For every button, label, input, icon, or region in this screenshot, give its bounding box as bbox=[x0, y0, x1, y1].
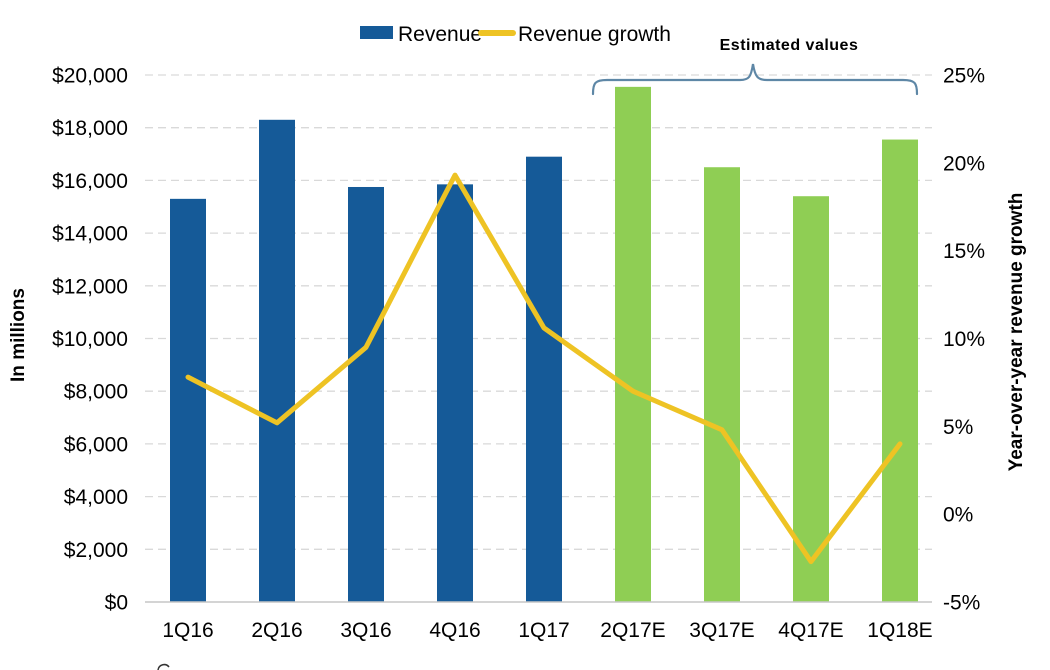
x-axis-label-3Q17E: 3Q17E bbox=[689, 619, 754, 642]
revenue-growth-polyline bbox=[185, 172, 903, 565]
right-axis-tick-labels: 25% 20% 15% 10% 5% 0% -5% bbox=[943, 65, 985, 615]
revenue-bars bbox=[170, 86, 918, 603]
revenue-bar-3Q17E bbox=[704, 167, 740, 602]
legend-revenue-label: Revenue bbox=[398, 23, 482, 46]
estimated-values-annotation: Estimated values bbox=[591, 37, 919, 96]
left-tick-label: $6,000 bbox=[64, 433, 128, 456]
left-tick-label: $14,000 bbox=[52, 223, 128, 246]
legend: Revenue Revenue growth bbox=[360, 23, 671, 46]
left-tick-label: $0 bbox=[105, 592, 128, 615]
left-tick-label: $18,000 bbox=[52, 117, 128, 140]
x-axis-label-2Q16: 2Q16 bbox=[251, 619, 302, 642]
x-axis-label-1Q16: 1Q16 bbox=[162, 619, 213, 642]
revenue-bar-2Q16 bbox=[259, 119, 295, 603]
x-axis-label-4Q16: 4Q16 bbox=[429, 619, 480, 642]
right-tick-label: 15% bbox=[943, 240, 985, 263]
revenue-growth-line bbox=[185, 172, 903, 565]
right-tick-label: 5% bbox=[943, 416, 973, 439]
x-axis-label-4Q17E: 4Q17E bbox=[778, 619, 843, 642]
left-tick-label: $10,000 bbox=[52, 328, 128, 351]
left-tick-label: $12,000 bbox=[52, 275, 128, 298]
revenue-bar-4Q16 bbox=[437, 184, 473, 603]
left-tick-label: $4,000 bbox=[64, 486, 128, 509]
x-axis-label-1Q18E: 1Q18E bbox=[867, 619, 932, 642]
x-axis-label-3Q16: 3Q16 bbox=[340, 619, 391, 642]
revenue-bar-2Q17E bbox=[615, 86, 651, 603]
clipped-footnote-artifact bbox=[157, 663, 170, 670]
legend-revenue-growth-label: Revenue growth bbox=[518, 23, 671, 46]
estimated-values-label: Estimated values bbox=[720, 37, 859, 54]
estimated-values-bracket bbox=[591, 63, 919, 96]
left-axis-tick-labels: $20,000 $18,000 $16,000 $14,000 $12,000 $10,0… bbox=[52, 65, 128, 615]
right-tick-label: 20% bbox=[943, 152, 985, 175]
x-axis-label-1Q17: 1Q17 bbox=[518, 619, 569, 642]
revenue-bar-4Q17E bbox=[793, 196, 829, 602]
right-tick-label: 0% bbox=[943, 504, 973, 527]
left-tick-label: $8,000 bbox=[64, 381, 128, 404]
right-tick-label: -5% bbox=[943, 592, 980, 615]
left-tick-label: $16,000 bbox=[52, 170, 128, 193]
left-tick-label: $2,000 bbox=[64, 539, 128, 562]
revenue-bar-1Q18E bbox=[882, 139, 918, 602]
right-tick-label: 10% bbox=[943, 328, 985, 351]
revenue-bar-1Q17 bbox=[526, 156, 562, 602]
revenue-bar-3Q16 bbox=[348, 186, 384, 603]
legend-revenue-swatch bbox=[360, 26, 393, 39]
right-tick-label: 25% bbox=[943, 65, 985, 88]
revenue-bar-1Q16 bbox=[170, 198, 206, 602]
left-tick-label: $20,000 bbox=[52, 65, 128, 88]
x-axis-label-2Q17E: 2Q17E bbox=[600, 619, 665, 642]
right-axis-title: Year-over-year revenue growth bbox=[1006, 193, 1027, 472]
x-axis-category-labels: 1Q16 2Q16 3Q16 4Q16 1Q17 2Q17E 3Q17E 4Q17E 1Q18E bbox=[162, 619, 932, 642]
left-axis-title: In millions bbox=[8, 288, 29, 382]
